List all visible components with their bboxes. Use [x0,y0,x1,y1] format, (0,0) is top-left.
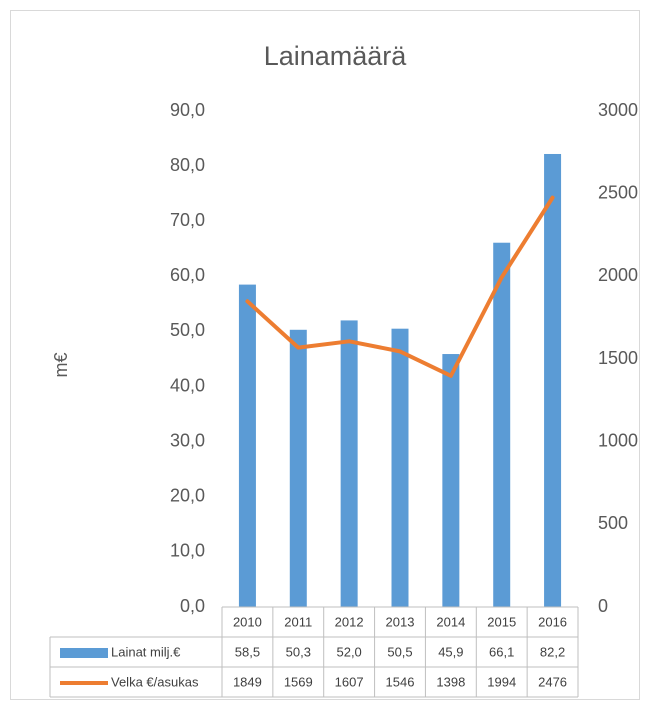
x-tick-label: 2011 [284,614,312,629]
table-value: 52,0 [336,644,361,659]
bar [340,320,358,607]
bar [493,242,511,607]
y-axis-title: m€ [51,352,71,377]
y2-tick-label: 500 [598,513,628,533]
bar [544,153,562,607]
y2-tick-label: 2000 [598,265,638,285]
bar [442,354,460,607]
table-value: 1994 [487,674,516,689]
x-tick-label: 2016 [538,614,567,629]
table-value: 1607 [335,674,364,689]
y-tick-label: 70,0 [170,210,205,230]
chart-title: Lainamäärä [264,41,408,71]
table-value: 58,5 [235,644,260,659]
x-tick-label: 2013 [386,614,415,629]
table-value: 50,3 [286,644,311,659]
y-tick-label: 40,0 [170,375,205,395]
table-value: 45,9 [438,644,463,659]
y-tick-label: 90,0 [170,100,205,120]
y-tick-label: 60,0 [170,265,205,285]
y-tick-label: 10,0 [170,541,205,561]
y-tick-label: 80,0 [170,155,205,175]
table-value: 66,1 [489,644,514,659]
table-value: 1398 [436,674,465,689]
legend-label: Lainat milj.€ [111,644,181,659]
y-tick-label: 0,0 [180,596,205,616]
y2-tick-label: 1500 [598,348,638,368]
line [245,195,555,378]
x-tick-label: 2014 [436,614,465,629]
table-value: 50,5 [387,644,412,659]
y-tick-label: 50,0 [170,320,205,340]
x-tick-label: 2015 [487,614,516,629]
y2-tick-label: 0 [598,596,608,616]
y-tick-label: 30,0 [170,430,205,450]
bar [391,328,409,607]
table-value: 2476 [538,674,567,689]
y2-tick-label: 2500 [598,182,638,202]
x-tick-label: 2012 [335,614,364,629]
y2-tick-label: 3000 [598,100,638,120]
y-tick-label: 20,0 [170,486,205,506]
table-value: 1849 [233,674,262,689]
table-value: 82,2 [540,644,565,659]
table-value: 1546 [386,674,415,689]
chart-frame [10,10,640,700]
bar [289,329,307,607]
legend-swatch [60,648,108,658]
x-tick-label: 2010 [233,614,262,629]
table-value: 1569 [284,674,313,689]
bar [238,284,256,607]
legend-label: Velka €/asukas [111,674,199,689]
y2-tick-label: 1000 [598,430,638,450]
